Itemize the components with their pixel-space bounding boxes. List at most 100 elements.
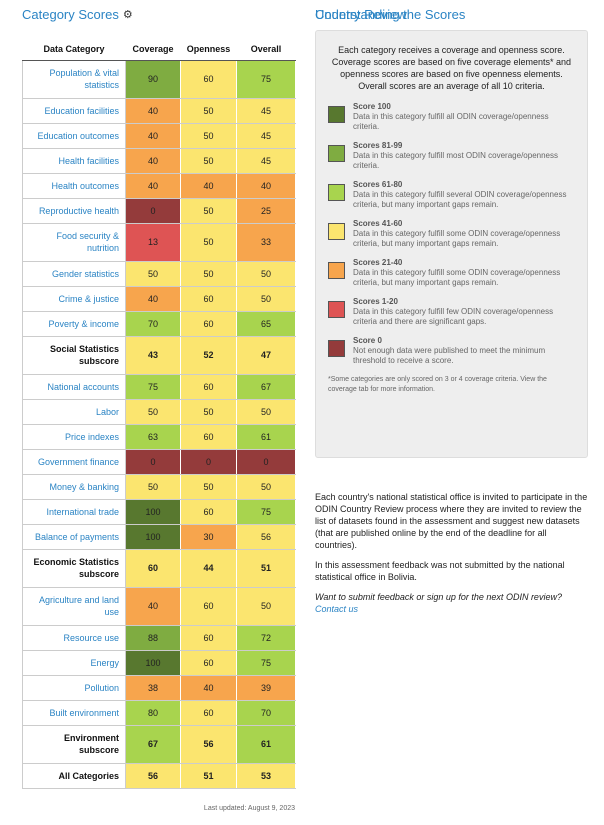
category-name[interactable]: Food security & nutrition (22, 223, 126, 262)
category-name[interactable]: Built environment (22, 700, 126, 726)
legend-swatch (328, 262, 345, 279)
openness-score: 40 (180, 173, 237, 199)
table-row: Health outcomes 40 40 40 (22, 173, 296, 199)
legend-title: Score 100 (353, 102, 391, 111)
overall-score: 70 (236, 700, 296, 726)
overall-score: 56 (236, 524, 296, 550)
overall-score: 51 (236, 549, 296, 588)
category-name[interactable]: Pollution (22, 675, 126, 701)
category-name[interactable]: Government finance (22, 449, 126, 475)
header-overall[interactable]: Overall (236, 38, 296, 61)
openness-score: 60 (180, 60, 237, 99)
coverage-score: 50 (125, 261, 181, 287)
legend-item: Scores 1-20 Data in this category fulfill… (328, 297, 575, 327)
legend-description: Not enough data were published to meet t… (353, 346, 546, 365)
overall-score: 45 (236, 148, 296, 174)
legend-footnote: *Some categories are only scored on 3 or… (328, 376, 547, 393)
category-name[interactable]: National accounts (22, 374, 126, 400)
category-name[interactable]: Health outcomes (22, 173, 126, 199)
category-name[interactable]: Money & banking (22, 474, 126, 500)
overall-score: 75 (236, 60, 296, 99)
legend-list: Score 100 Data in this category fulfill a… (328, 102, 575, 366)
last-updated: Last updated: August 9, 2023 (203, 805, 295, 812)
table-row: Energy 100 60 75 (22, 650, 296, 676)
legend-description: Data in this category fulfill several OD… (353, 190, 567, 209)
table-row: Balance of payments 100 30 56 (22, 524, 296, 550)
overall-score: 67 (236, 374, 296, 400)
understanding-title: Understanding the Scores (315, 7, 466, 22)
category-name[interactable]: Balance of payments (22, 524, 126, 550)
table-row: Government finance 0 0 0 (22, 449, 296, 475)
legend-intro: Each category receives a coverage and op… (331, 45, 572, 91)
coverage-score: 0 (125, 198, 181, 224)
legend-swatch (328, 145, 345, 162)
coverage-score: 40 (125, 98, 181, 124)
contact-us-link[interactable]: Contact us (315, 604, 359, 614)
legend-text: Scores 21-40 Data in this category fulfil… (353, 258, 575, 288)
feedback-question-text: Want to submit feedback or sign up for t… (315, 592, 562, 602)
overall-score: 33 (236, 223, 296, 262)
table-row: Crime & justice 40 60 50 (22, 286, 296, 312)
openness-score: 60 (180, 286, 237, 312)
coverage-score: 40 (125, 173, 181, 199)
coverage-score: 38 (125, 675, 181, 701)
category-name[interactable]: Resource use (22, 625, 126, 651)
legend-title: Scores 61-80 (353, 180, 403, 189)
category-name[interactable]: Poverty & income (22, 311, 126, 337)
openness-score: 60 (180, 700, 237, 726)
legend-item: Scores 21-40 Data in this category fulfil… (328, 258, 575, 288)
header-category[interactable]: Data Category (22, 38, 126, 61)
coverage-score: 40 (125, 148, 181, 174)
table-row: Gender statistics 50 50 50 (22, 261, 296, 287)
gear-icon[interactable]: ⚙ (122, 9, 133, 21)
overall-score: 39 (236, 675, 296, 701)
table-row: Agriculture and land use 40 60 50 (22, 587, 296, 626)
openness-score: 60 (180, 499, 237, 525)
overall-score: 45 (236, 123, 296, 149)
legend-text: Score 0 Not enough data were published to… (353, 336, 575, 366)
category-name[interactable]: Gender statistics (22, 261, 126, 287)
header-openness[interactable]: Openness (180, 38, 237, 61)
category-name[interactable]: Energy (22, 650, 126, 676)
openness-score: 0 (180, 449, 237, 475)
coverage-score: 40 (125, 286, 181, 312)
category-name[interactable]: Health facilities (22, 148, 126, 174)
legend-description: Data in this category fulfill some ODIN … (353, 229, 561, 248)
category-name[interactable]: Education outcomes (22, 123, 126, 149)
legend-text: Scores 81-99 Data in this category fulfil… (353, 141, 575, 171)
category-name[interactable]: Reproductive health (22, 198, 126, 224)
table-row: Health facilities 40 50 45 (22, 148, 296, 174)
category-name[interactable]: Price indexes (22, 424, 126, 450)
legend-item: Scores 81-99 Data in this category fulfil… (328, 141, 575, 171)
overall-score: 50 (236, 474, 296, 500)
category-name[interactable]: Population & vital statistics (22, 60, 126, 99)
legend-title: Scores 21-40 (353, 258, 403, 267)
legend-swatch (328, 106, 345, 123)
overall-score: 50 (236, 587, 296, 626)
openness-score: 50 (180, 148, 237, 174)
header-coverage[interactable]: Coverage (125, 38, 181, 61)
table-row: National accounts 75 60 67 (22, 374, 296, 400)
overall-score: 65 (236, 311, 296, 337)
openness-score: 60 (180, 311, 237, 337)
category-scores-title: Category Scores ⚙ (22, 7, 133, 23)
legend-text: Score 100 Data in this category fulfill a… (353, 102, 575, 132)
table-row: Resource use 88 60 72 (22, 625, 296, 651)
overall-score: 50 (236, 286, 296, 312)
openness-score: 51 (180, 763, 237, 789)
category-name[interactable]: Crime & justice (22, 286, 126, 312)
overall-score: 47 (236, 336, 296, 375)
openness-score: 50 (180, 474, 237, 500)
category-name[interactable]: Labor (22, 399, 126, 425)
category-name[interactable]: Agriculture and land use (22, 587, 126, 626)
table-row: Built environment 80 60 70 (22, 700, 296, 726)
overall-score: 53 (236, 763, 296, 789)
table-row: Price indexes 63 60 61 (22, 424, 296, 450)
legend-text: Scores 41-60 Data in this category fulfil… (353, 219, 575, 249)
openness-score: 44 (180, 549, 237, 588)
legend-swatch (328, 223, 345, 240)
category-name[interactable]: International trade (22, 499, 126, 525)
table-row: Reproductive health 0 50 25 (22, 198, 296, 224)
category-name[interactable]: Education facilities (22, 98, 126, 124)
openness-score: 50 (180, 198, 237, 224)
